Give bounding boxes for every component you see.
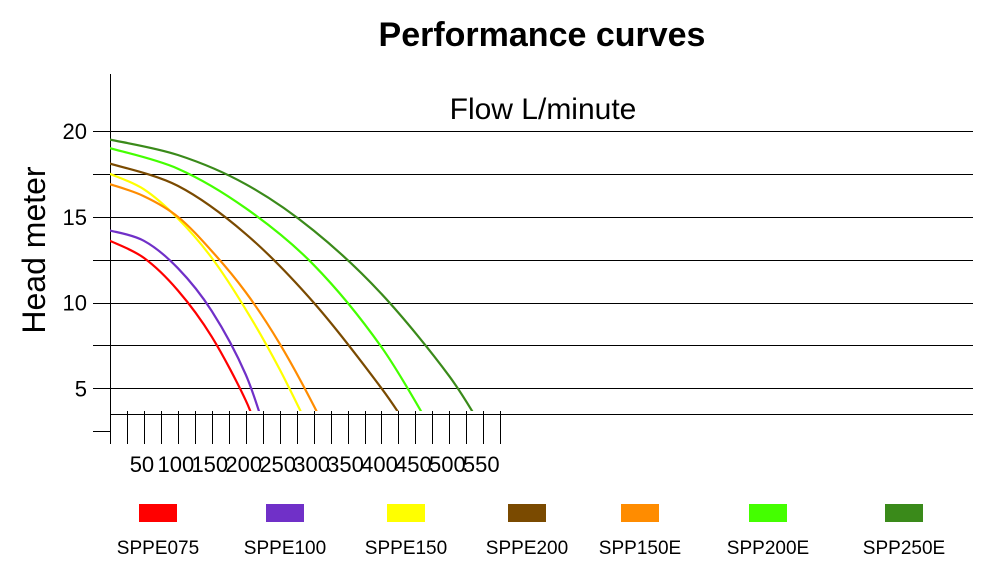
- x-tick-label: 500: [429, 452, 466, 477]
- x-tick-label: 450: [395, 452, 432, 477]
- legend-label-spp250e: SPP250E: [863, 538, 945, 559]
- curve-sppe200: [110, 162, 399, 411]
- legend-label-sppe200: SPPE200: [486, 538, 568, 559]
- x-tick-label: 150: [191, 452, 228, 477]
- y-tick-label: 20: [63, 119, 87, 144]
- x-tick-label: 300: [293, 452, 330, 477]
- legend: SPPE075 SPPE100 SPPE150 SPPE200 SPP150E SPP20…: [117, 504, 945, 559]
- legend-label-sppe150: SPPE150: [365, 538, 447, 559]
- performance-curves: [110, 138, 474, 411]
- x-tick-label: 100: [158, 452, 195, 477]
- x-tick-label: 550: [463, 452, 500, 477]
- legend-label-sppe100: SPPE100: [244, 538, 326, 559]
- legend-label-spp150e: SPP150E: [599, 538, 681, 559]
- legend-swatch-spp250e: [885, 504, 923, 522]
- x-tick-label: 350: [327, 452, 364, 477]
- legend-swatch-sppe150: [387, 504, 425, 522]
- chart-title: Performance curves: [379, 16, 706, 54]
- y-tick-label: 5: [75, 376, 87, 401]
- gridlines: [110, 131, 973, 415]
- legend-label-sppe075: SPPE075: [117, 538, 199, 559]
- legend-label-spp200e: SPP200E: [727, 538, 809, 559]
- x-tick-label: 50: [130, 452, 154, 477]
- curve-spp150e: [110, 183, 318, 411]
- legend-swatch-sppe100: [266, 504, 304, 522]
- y-tick-label: 10: [63, 291, 87, 316]
- x-tick-label: 250: [259, 452, 296, 477]
- legend-swatch-spp150e: [621, 504, 659, 522]
- x-tick-label: 200: [225, 452, 262, 477]
- chart-subtitle: Flow L/minute: [450, 93, 637, 126]
- curve-spp200e: [110, 147, 423, 411]
- legend-swatch-sppe075: [139, 504, 177, 522]
- curve-sppe150: [110, 172, 302, 411]
- curve-sppe075: [110, 239, 252, 411]
- legend-swatch-sppe200: [508, 504, 546, 522]
- legend-swatch-spp200e: [749, 504, 787, 522]
- y-axis-label: Head meter: [16, 166, 52, 334]
- curve-sppe100: [110, 229, 261, 411]
- y-tick-label: 15: [63, 205, 87, 230]
- curve-spp250e: [110, 138, 474, 411]
- x-tick-label: 400: [361, 452, 398, 477]
